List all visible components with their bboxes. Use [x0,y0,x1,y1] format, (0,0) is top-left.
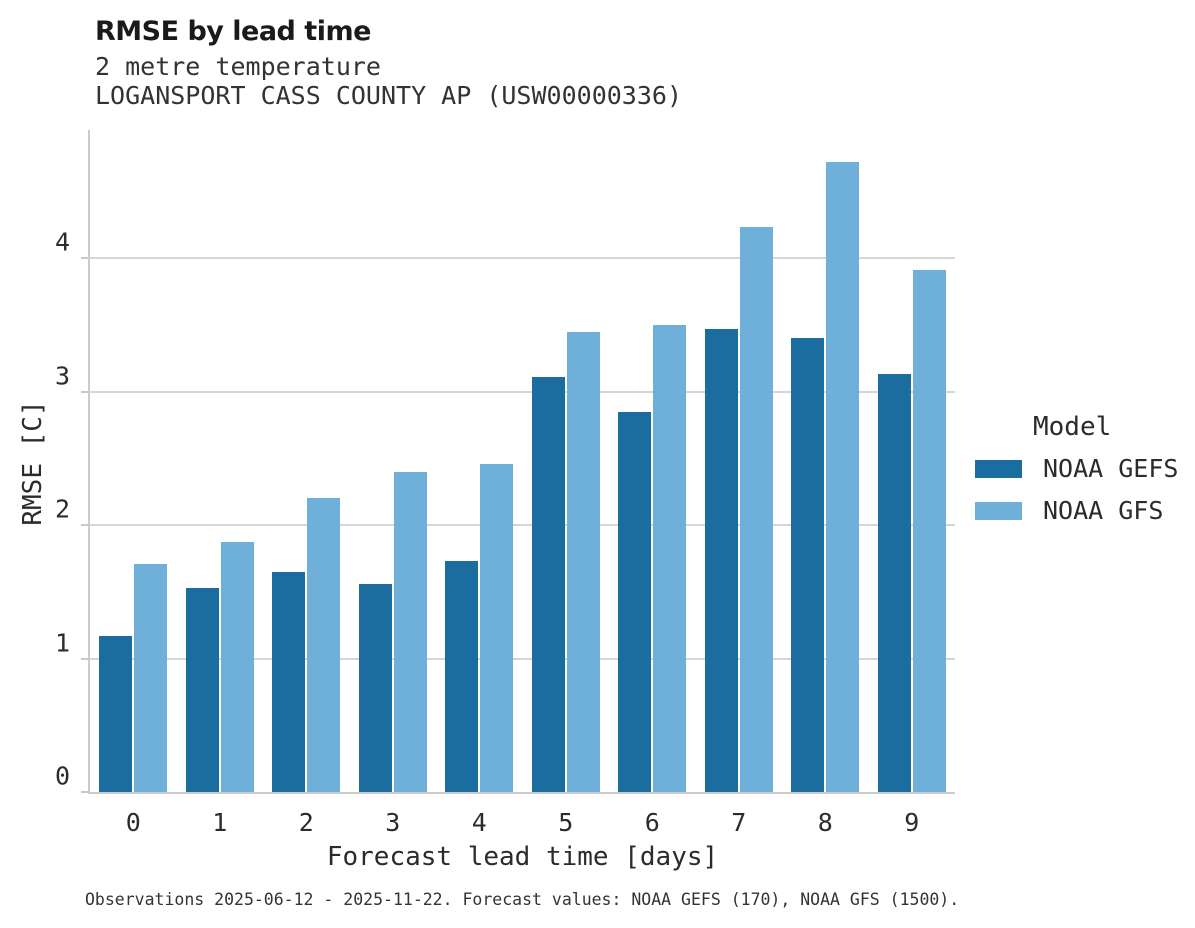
bar-noaa-gfs-day-4 [480,463,514,792]
caption: Observations 2025-06-12 - 2025-11-22. Fo… [85,890,960,909]
y-tick-mark [81,390,88,393]
x-tick-label: 2 [298,808,314,837]
y-tick-mark [81,791,88,793]
bar-noaa-gefs-day-3 [358,583,392,792]
y-tick-label: 0 [54,761,70,791]
bar-noaa-gfs-day-9 [912,270,946,792]
bar-group-day-8 [782,130,869,792]
y-tick-mark [81,257,88,260]
legend-label: NOAA GFS [1043,496,1164,525]
y-tick-mark [81,524,88,527]
legend-entry-noaa-gfs: NOAA GFS [975,496,1178,525]
y-tick-label: 3 [54,361,70,391]
bar-noaa-gefs-day-7 [704,328,738,792]
bar-noaa-gfs-day-0 [134,563,168,792]
x-tick-label: 7 [731,808,747,837]
x-tick-label: 8 [817,808,833,837]
bar-group-day-7 [696,130,783,792]
y-tick-label: 2 [54,494,70,524]
chart-title: RMSE by lead time [95,16,371,47]
x-tick-label: 3 [385,808,401,837]
bar-noaa-gefs-day-9 [877,374,911,792]
gridline-y4 [90,257,955,260]
legend-title: Model [1033,412,1112,442]
bar-noaa-gefs-day-4 [445,561,479,792]
legend-swatch [975,459,1022,478]
bar-noaa-gfs-day-1 [220,542,254,792]
bar-noaa-gfs-day-6 [653,324,687,792]
bar-noaa-gfs-day-3 [393,471,427,792]
bar-noaa-gefs-day-6 [618,411,652,792]
x-tick-label: 9 [904,808,920,837]
x-tick-label: 0 [125,808,141,837]
bar-noaa-gefs-day-8 [791,338,825,792]
y-axis-label: RMSE [C] [18,400,48,526]
chart-station-name: LOGANSPORT CASS COUNTY AP (USW00000336) [95,81,682,110]
x-axis-label: Forecast lead time [days] [326,842,719,872]
y-axis-spine [88,130,90,792]
y-tick-label: 1 [54,628,70,658]
legend: Model NOAA GEFS NOAA GFS [975,412,1178,538]
bar-noaa-gefs-day-1 [185,587,219,792]
bar-noaa-gefs-day-5 [531,376,565,792]
x-axis-spine [88,792,955,794]
x-tick-label: 6 [644,808,660,837]
bar-group-day-5 [523,130,610,792]
bar-group-day-3 [350,130,437,792]
bar-noaa-gefs-day-0 [99,635,133,792]
bar-noaa-gfs-day-8 [826,162,860,792]
bar-group-day-2 [263,130,350,792]
y-tick-mark [81,657,88,660]
gridline-y3 [90,390,955,393]
x-tick-label: 4 [471,808,487,837]
bar-group-day-1 [177,130,264,792]
chart-subtitle: 2 metre temperature [95,52,381,81]
bar-noaa-gefs-day-2 [272,571,306,792]
bar-group-day-0 [90,130,177,792]
bar-group-day-4 [436,130,523,792]
bar-group-day-9 [869,130,956,792]
x-tick-label: 5 [558,808,574,837]
gridline-y2 [90,524,955,527]
plot-area: 0 1 2 3 4 0 1 2 3 4 5 6 7 8 9 [55,130,956,837]
gridline-y1 [90,657,955,660]
bar-noaa-gfs-day-2 [307,498,341,792]
legend-swatch [975,501,1022,520]
bar-noaa-gfs-day-5 [566,331,600,792]
legend-label: NOAA GEFS [1043,454,1179,483]
bar-noaa-gfs-day-7 [739,227,773,792]
bar-group-day-6 [609,130,696,792]
legend-entry-noaa-gefs: NOAA GEFS [975,454,1178,483]
y-tick-label: 4 [54,227,70,257]
x-tick-label: 1 [212,808,228,837]
